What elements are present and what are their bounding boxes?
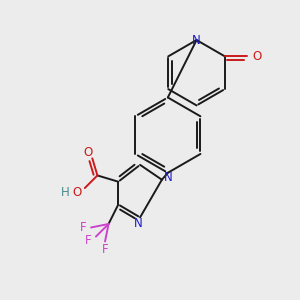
- Text: F: F: [102, 243, 108, 256]
- Text: N: N: [134, 217, 142, 230]
- Text: O: O: [72, 185, 82, 199]
- Text: O: O: [252, 50, 261, 63]
- Text: N: N: [192, 34, 201, 46]
- Text: F: F: [80, 221, 86, 234]
- Text: F: F: [85, 234, 91, 247]
- Text: O: O: [84, 146, 93, 159]
- Text: N: N: [164, 171, 172, 184]
- Text: H: H: [61, 185, 69, 199]
